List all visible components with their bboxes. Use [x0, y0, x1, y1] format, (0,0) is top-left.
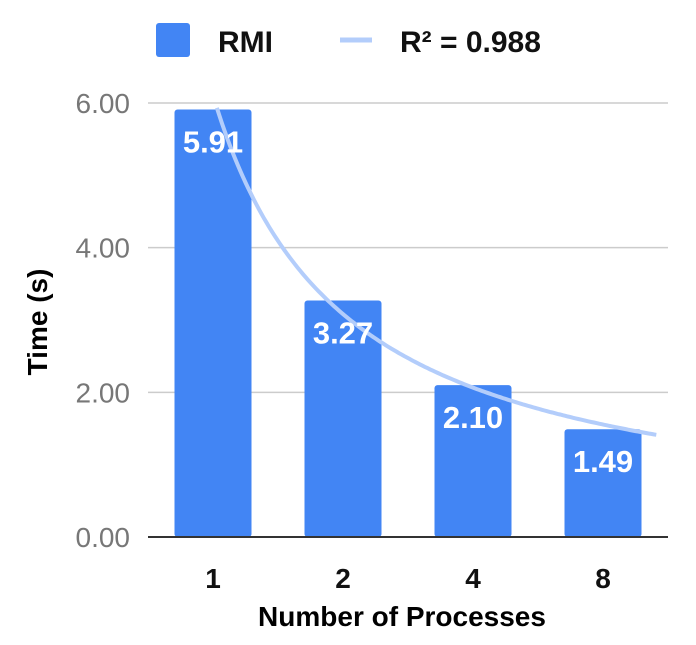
- y-tick-label: 2.00: [76, 377, 131, 408]
- bar-2: [304, 300, 382, 537]
- bar-4: [434, 385, 512, 537]
- x-tick-label-8: 8: [595, 563, 611, 594]
- data-labels: 5.91 3.27 2.10 1.49: [183, 125, 633, 480]
- y-tick-label: 6.00: [76, 88, 131, 119]
- y-tick-label: 4.00: [76, 233, 131, 264]
- data-label-2: 3.27: [313, 315, 373, 350]
- legend-label-rmi: RMI: [218, 26, 273, 59]
- y-tick-label: 0.00: [76, 522, 131, 553]
- legend-swatch-rmi: [156, 23, 190, 57]
- y-tick-labels: 0.00 2.00 4.00 6.00: [76, 88, 131, 553]
- legend-label-trendline: R² = 0.988: [400, 26, 541, 59]
- x-tick-label-1: 1: [205, 563, 221, 594]
- y-axis-title: Time (s): [22, 269, 53, 376]
- bars: [174, 109, 642, 537]
- x-tick-label-2: 2: [335, 563, 351, 594]
- bar-1: [174, 109, 252, 537]
- data-label-8: 1.49: [573, 444, 633, 479]
- x-tick-labels: 1 2 4 8: [205, 563, 611, 594]
- data-label-4: 2.10: [443, 400, 503, 435]
- x-axis-title: Number of Processes: [258, 601, 546, 632]
- trendline: [214, 107, 657, 437]
- x-tick-label-4: 4: [465, 563, 481, 594]
- bar-8: [564, 429, 642, 537]
- legend: RMI R² = 0.988: [156, 23, 541, 59]
- data-label-1: 5.91: [183, 125, 243, 160]
